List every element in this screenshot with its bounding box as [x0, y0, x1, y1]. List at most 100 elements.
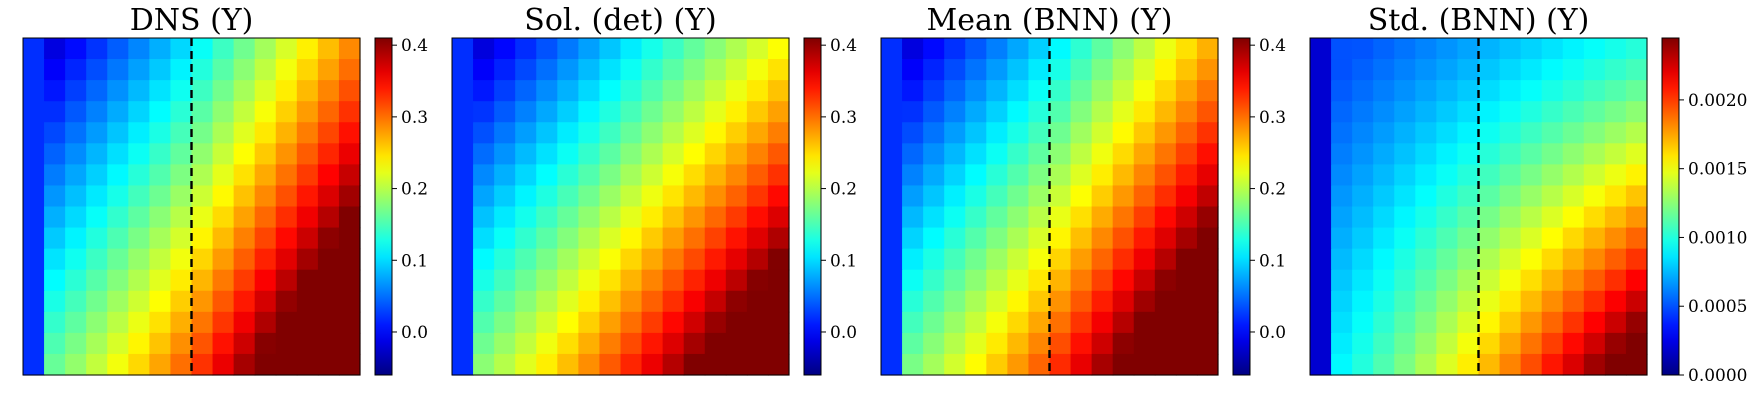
- heatmap-cell: [44, 332, 66, 355]
- heatmap-cell: [557, 353, 579, 376]
- heatmap-cell: [233, 311, 256, 334]
- heatmap-cell: [170, 206, 193, 229]
- heatmap-cell: [452, 227, 474, 250]
- heatmap-cell: [107, 311, 129, 334]
- heatmap-cell: [683, 311, 706, 334]
- heatmap-cell: [1415, 311, 1437, 334]
- heatmap-cell: [1175, 206, 1198, 229]
- heatmap-cell: [65, 38, 87, 60]
- heatmap-cell: [1007, 59, 1030, 81]
- heatmap-cell: [1070, 269, 1093, 292]
- heatmap-cell: [149, 332, 172, 355]
- heatmap-cell: [1541, 185, 1564, 208]
- heatmap-cell: [1436, 80, 1459, 102]
- heatmap-cell: [1541, 311, 1564, 334]
- heatmap-cell: [452, 80, 474, 102]
- heatmap-cell: [923, 332, 945, 355]
- heatmap-cell: [107, 227, 129, 250]
- heatmap-cell: [515, 80, 537, 102]
- heatmap-cell: [170, 290, 193, 313]
- heatmap-cell: [1154, 59, 1177, 81]
- heatmap-cell: [1352, 101, 1374, 123]
- heatmap-cell: [1175, 101, 1198, 123]
- heatmap-cell: [452, 59, 474, 81]
- heatmap-cell: [1457, 353, 1480, 376]
- heatmap-cell: [473, 80, 495, 102]
- heatmap-cell: [1331, 248, 1353, 271]
- heatmap-cell: [275, 122, 298, 144]
- colorbar: [1661, 37, 1680, 376]
- heatmap-cell: [599, 332, 622, 355]
- heatmap-cell: [536, 311, 558, 334]
- colorbar-tick-label: 0.0: [1259, 323, 1286, 343]
- heatmap-cell: [599, 122, 622, 144]
- heatmap-cell: [1196, 332, 1219, 355]
- heatmap-cell: [515, 227, 537, 250]
- heatmap-cell: [620, 227, 643, 250]
- heatmap-cell: [1478, 332, 1501, 355]
- heatmap-cell: [275, 290, 298, 313]
- heatmap-cell: [725, 80, 748, 102]
- heatmap-cell: [1478, 185, 1501, 208]
- heatmap-cell: [23, 185, 45, 208]
- heatmap-cell: [662, 353, 685, 376]
- heatmap-cell: [107, 353, 129, 376]
- heatmap-cell: [149, 122, 172, 144]
- heatmap-cell: [986, 248, 1008, 271]
- heatmap-cell: [191, 122, 214, 144]
- heatmap-cell: [1133, 206, 1156, 229]
- heatmap-cell: [1049, 59, 1072, 81]
- heatmap-cell: [578, 311, 601, 334]
- heatmap-cell: [338, 38, 361, 60]
- heatmap-cell: [1541, 206, 1564, 229]
- heatmap-cell: [725, 185, 748, 208]
- heatmap-cell: [536, 227, 558, 250]
- heatmap-cell: [557, 332, 579, 355]
- heatmap-cell: [1520, 80, 1543, 102]
- heatmap-cell: [1604, 332, 1627, 355]
- colorbar-tick-label: 0.3: [401, 108, 428, 128]
- heatmap-cell: [128, 59, 150, 81]
- heatmap-cell: [1520, 332, 1543, 355]
- heatmap-cell: [1562, 311, 1585, 334]
- heatmap-cell: [1196, 122, 1219, 144]
- heatmap-cell: [1352, 290, 1374, 313]
- heatmap-cell: [767, 227, 790, 250]
- heatmap-cell: [275, 353, 298, 376]
- heatmap-cell: [515, 332, 537, 355]
- heatmap-cell: [1541, 290, 1564, 313]
- heatmap-cell: [317, 38, 340, 60]
- heatmap-cell: [233, 353, 256, 376]
- heatmap-cell: [149, 269, 172, 292]
- heatmap-cell: [1331, 227, 1353, 250]
- heatmap-cell: [986, 122, 1008, 144]
- heatmap-cell: [767, 269, 790, 292]
- heatmap-cell: [275, 38, 298, 60]
- heatmap-cell: [1520, 122, 1543, 144]
- heatmap-cell: [494, 248, 516, 271]
- heatmap-cell: [317, 101, 340, 123]
- heatmap-cell: [746, 227, 769, 250]
- heatmap-cell: [944, 59, 966, 81]
- heatmap-cell: [1028, 311, 1051, 334]
- heatmap-cell: [1133, 59, 1156, 81]
- heatmap-cell: [23, 122, 45, 144]
- heatmap-cell: [1478, 143, 1501, 165]
- heatmap-cell: [1133, 164, 1156, 187]
- heatmap-cell: [317, 185, 340, 208]
- heatmap-cell: [746, 206, 769, 229]
- heatmap-cell: [191, 206, 214, 229]
- heatmap-cell: [746, 269, 769, 292]
- heatmap-cell: [1133, 38, 1156, 60]
- heatmap-cell: [767, 311, 790, 334]
- heatmap-cell: [767, 38, 790, 60]
- heatmap-cell: [1049, 80, 1072, 102]
- heatmap-cell: [662, 122, 685, 144]
- panel-1: DNS (Y) 0.0 0.1 0.2 0.3 0.4: [22, 3, 428, 376]
- heatmap-cell: [1133, 332, 1156, 355]
- heatmap-cell: [1196, 353, 1219, 376]
- heatmap-cell: [1091, 332, 1114, 355]
- heatmap-cell: [254, 122, 277, 144]
- heatmap-cell: [107, 332, 129, 355]
- colorbar-tick-label: 0.3: [830, 108, 857, 128]
